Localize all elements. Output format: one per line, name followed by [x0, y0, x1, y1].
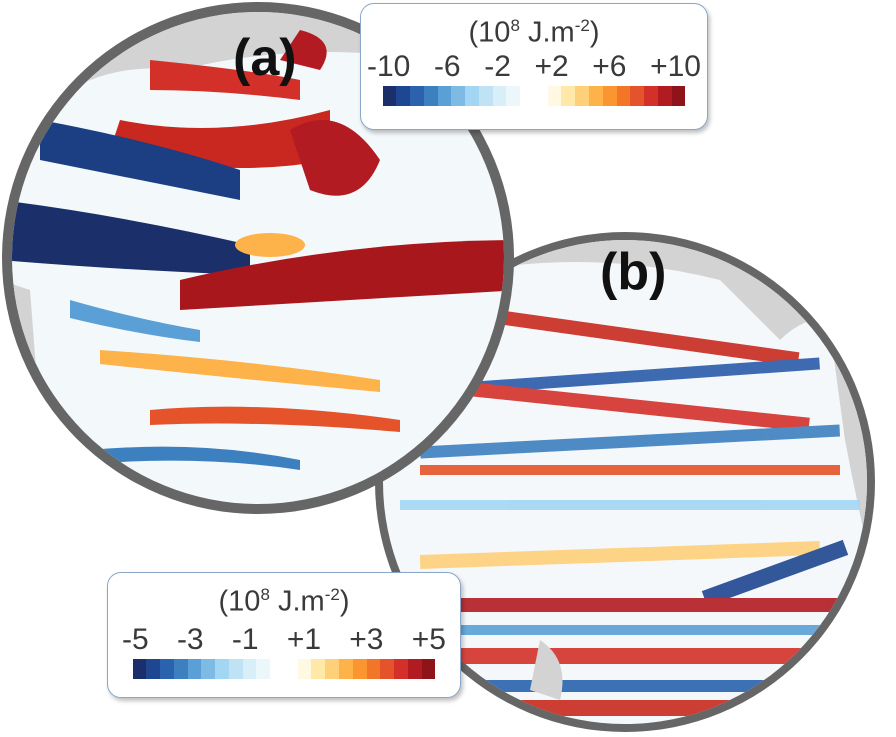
tick-label: +6 — [592, 49, 627, 83]
colorbar-cell — [465, 85, 479, 106]
colorbar-cell — [256, 658, 271, 679]
colorbar-cell — [657, 85, 672, 106]
tick-label: +5 — [411, 622, 446, 656]
colorbar-cell — [421, 658, 436, 679]
colorbar-cell — [270, 658, 284, 679]
colorbar-ticks: -10 -6 -2 +2 +6 +10 — [361, 50, 707, 84]
colorbar-cell — [630, 85, 645, 106]
colorbar-cell — [380, 658, 395, 679]
colorbar-cell — [283, 658, 298, 679]
colorbar-cell — [671, 85, 686, 106]
colorbar-legend-a: (108 J.m-2) -10 -6 -2 +2 +6 +10 — [360, 3, 708, 130]
colorbar-cell — [451, 85, 466, 106]
colorbar-cell — [366, 658, 381, 679]
tick-label: -10 — [367, 49, 411, 83]
tick-label: -1 — [231, 622, 259, 656]
tick-label: +10 — [650, 49, 701, 83]
colorbar-cell — [352, 658, 367, 679]
colorbar — [132, 658, 436, 679]
colorbar-cell — [602, 85, 617, 106]
colorbar-cell — [561, 85, 576, 106]
globe-a — [2, 2, 514, 514]
tick-label: -6 — [433, 49, 461, 83]
colorbar-cell — [173, 658, 188, 679]
colorbar-legend-b: (108 J.m-2) -5 -3 -1 +1 +3 +5 — [107, 572, 461, 698]
tick-label: -3 — [176, 622, 204, 656]
colorbar-cell — [311, 658, 326, 679]
colorbar-cell — [616, 85, 631, 106]
colorbar-cell — [410, 85, 424, 106]
colorbar-cell — [297, 658, 312, 679]
colorbar-cell — [547, 85, 562, 106]
colorbar-cell — [242, 658, 257, 679]
colorbar-ticks: -5 -3 -1 +1 +3 +5 — [108, 623, 460, 657]
colorbar-cell — [575, 85, 589, 106]
colorbar-cell — [215, 658, 229, 679]
colorbar-cell — [382, 85, 397, 106]
tick-label: -2 — [484, 49, 511, 83]
colorbar — [382, 85, 686, 106]
colorbar-units: (108 J.m-2) — [218, 585, 350, 618]
colorbar-cell — [407, 658, 422, 679]
colorbar-cell — [423, 85, 438, 106]
tick-label: +1 — [286, 622, 322, 656]
panel-label-b: (b) — [600, 243, 667, 301]
colorbar-cell — [132, 658, 147, 679]
colorbar-cell — [338, 658, 353, 679]
colorbar-cell — [492, 85, 507, 106]
colorbar-cell — [187, 658, 202, 679]
tick-label: -5 — [122, 622, 149, 656]
panel-label-a: (a) — [233, 29, 297, 87]
colorbar-cell — [644, 85, 658, 106]
colorbar-cell — [160, 658, 174, 679]
colorbar-cell — [325, 658, 339, 679]
tick-label: +3 — [349, 622, 384, 656]
colorbar-units: (108 J.m-2) — [468, 16, 600, 49]
colorbar-cell — [396, 85, 411, 106]
colorbar-cell — [146, 658, 161, 679]
colorbar-cell — [394, 658, 408, 679]
tick-label: +2 — [534, 49, 569, 83]
colorbar-cell — [588, 85, 603, 106]
colorbar-cell — [520, 85, 534, 106]
colorbar-cell — [437, 85, 452, 106]
colorbar-cell — [228, 658, 243, 679]
colorbar-cell — [478, 85, 493, 106]
colorbar-cell — [533, 85, 548, 106]
colorbar-cell — [201, 658, 216, 679]
land-east — [830, 330, 867, 600]
colorbar-cell — [506, 85, 521, 106]
